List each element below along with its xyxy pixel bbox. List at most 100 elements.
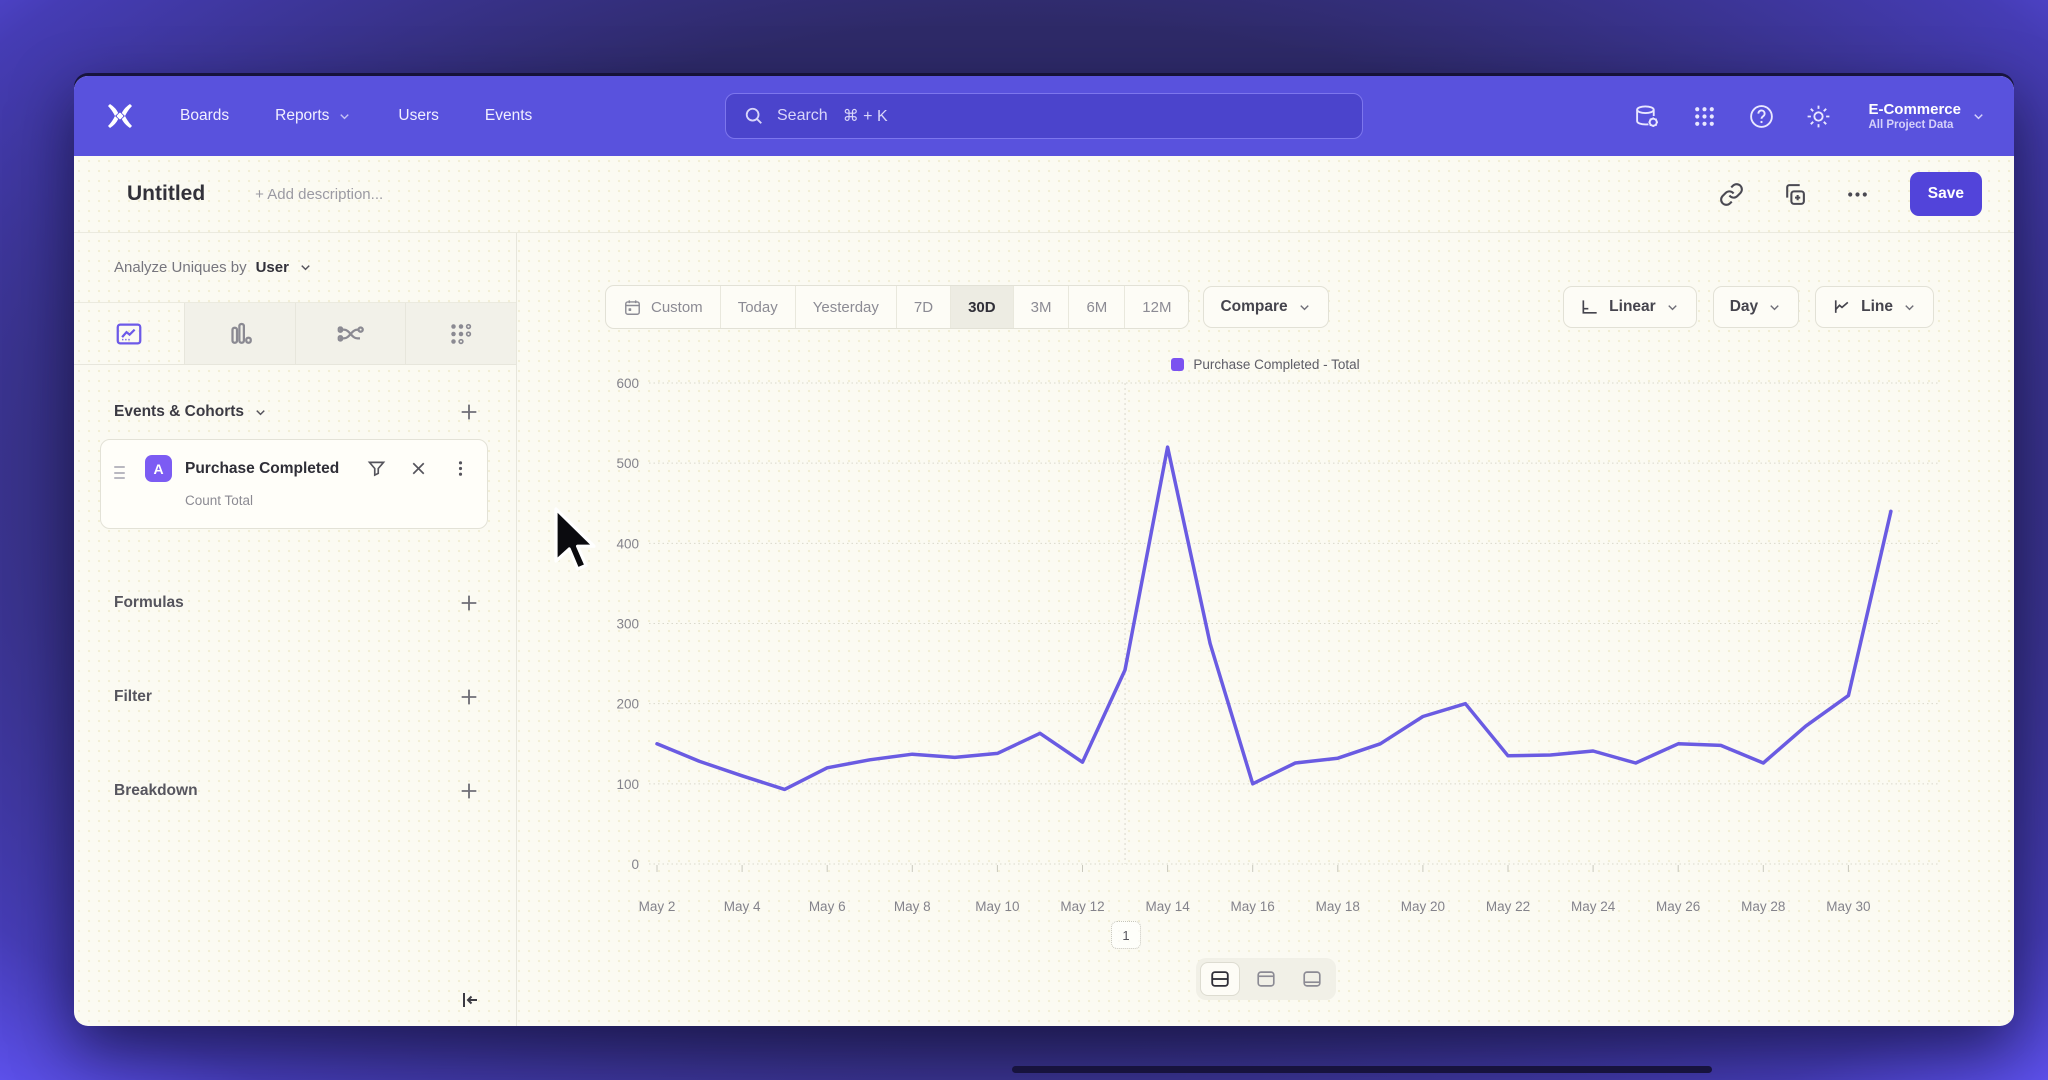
x-tick-label: May 22 [1486,899,1530,914]
chart-type-dropdown[interactable]: Line [1815,286,1934,328]
add-description-placeholder[interactable]: + Add description... [255,185,384,203]
toggle-split-view[interactable] [1199,962,1240,996]
remove-event-icon[interactable] [408,458,429,479]
apps-grid-icon[interactable] [1691,103,1718,130]
nav-menu: Boards Reports Users Events [180,107,532,125]
chevron-down-icon [256,409,265,415]
calendar-icon [625,299,640,315]
tab-retention-grid[interactable] [406,303,516,364]
scale-label: Linear [1609,298,1656,315]
y-tick-label: 300 [616,617,639,632]
annotation-marker[interactable]: 1 [1111,921,1142,949]
scale-dropdown[interactable]: Linear [1563,286,1697,328]
legend-swatch [1171,358,1185,371]
report-title[interactable]: Untitled [127,182,206,205]
line-chart-tab-icon [116,323,142,344]
range-label: 7D [913,298,934,316]
event-aggregation[interactable]: Count Total [185,493,254,508]
range-7d[interactable]: 7D [895,286,950,328]
nav-item-events[interactable]: Events [485,107,532,125]
more-options-icon[interactable] [1845,182,1870,207]
analyze-value-dropdown[interactable]: User [255,259,289,276]
x-tick-label: May 6 [809,899,846,914]
y-tick-label: 0 [631,857,639,872]
x-tick-label: May 14 [1145,899,1190,914]
nav-item-label: Boards [180,107,230,124]
tab-insights-line[interactable] [74,303,185,364]
toggle-chart-view[interactable] [1246,962,1286,996]
save-button[interactable]: Save [1909,172,1982,216]
formulas-label: Formulas [114,594,184,611]
event-name[interactable]: Purchase Completed [185,459,340,477]
share-link-icon[interactable] [1719,182,1744,207]
drag-handle[interactable] [114,466,125,479]
range-yesterday[interactable]: Yesterday [794,286,896,328]
range-label: 6M [1086,298,1108,316]
x-tick-label: May 24 [1571,899,1616,914]
bottom-scrollbar[interactable] [1012,1066,1712,1073]
project-scope: All Project Data [1868,119,1954,132]
mixpanel-logo-icon[interactable] [102,98,138,134]
x-tick-label: May 10 [975,899,1019,914]
x-tick-label: May 18 [1316,899,1360,914]
range-30d[interactable]: 30D [950,286,1013,328]
search-placeholder: Search [777,107,828,124]
nav-item-boards[interactable]: Boards [180,107,229,125]
breakdown-label: Breakdown [114,782,198,799]
add-filter-button[interactable] [458,686,480,708]
chevron-down-icon [1770,304,1779,310]
compare-label: Compare [1220,298,1288,315]
nav-item-reports[interactable]: Reports [275,107,352,125]
data-management-icon[interactable] [1634,103,1661,130]
range-3m[interactable]: 3M [1012,286,1069,328]
chevron-down-icon [301,265,310,271]
range-label: Custom [651,298,703,316]
chart-type-tabs [74,303,516,365]
settings-gear-icon[interactable] [1805,103,1832,130]
range-label: Yesterday [812,298,879,316]
range-today[interactable]: Today [719,286,795,328]
search-input[interactable]: Search ⌘ + K [725,93,1363,139]
project-name: E-Commerce [1868,100,1961,118]
help-icon[interactable] [1748,103,1775,130]
event-card[interactable]: A Purchase Completed Count Total [100,439,488,529]
compare-button[interactable]: Compare [1203,286,1329,328]
title-actions: Save [1719,172,1982,216]
filter-funnel-icon[interactable] [366,458,387,479]
interval-dropdown[interactable]: Day [1712,286,1800,328]
nav-item-users[interactable]: Users [398,107,438,125]
filter-label: Filter [114,688,152,705]
events-cohorts-label: Events & Cohorts [114,403,245,420]
add-event-button[interactable] [458,401,480,423]
add-formula-button[interactable] [458,592,480,614]
tab-bar-chart[interactable] [184,303,296,364]
add-breakdown-button[interactable] [458,780,480,802]
bar-chart-tab-icon [231,322,252,344]
table-view-icon [1302,971,1321,987]
line-chart[interactable]: 0 100 200 300 400 500 600 May 2 May 4 May 6 May 8 M… [517,233,2014,1026]
project-selector[interactable]: E-Commerce All Project Data [1868,100,1986,132]
query-builder-sidebar: Analyze Uniques by User [74,233,517,1026]
y-tick-label: 100 [616,777,639,792]
chart-toolbar: Custom Today Yesterday 7D 30D 3M 6M 12M Compare… [605,285,1934,329]
toggle-table-view[interactable] [1292,962,1332,996]
chevron-down-icon [1974,113,1983,119]
chart-view-icon [1256,971,1275,987]
event-more-options-icon[interactable] [450,458,471,479]
duplicate-icon[interactable] [1782,182,1807,207]
chart-type-label: Line [1861,298,1893,315]
search-shortcut: ⌘ + K [842,108,888,125]
events-cohorts-header: Events & Cohorts [114,401,480,423]
formulas-section: Formulas [114,581,480,625]
tab-flow[interactable] [295,303,407,364]
layout-toggle-group [1195,958,1336,1000]
range-12m[interactable]: 12M [1124,286,1188,328]
collapse-sidebar-icon[interactable] [458,988,482,1012]
range-label: Today [737,298,778,316]
x-tick-label: May 28 [1741,899,1785,914]
line-chart-icon [1835,300,1849,313]
range-6m[interactable]: 6M [1068,286,1124,328]
range-custom[interactable]: Custom [606,286,720,328]
series-line[interactable] [655,445,1893,792]
